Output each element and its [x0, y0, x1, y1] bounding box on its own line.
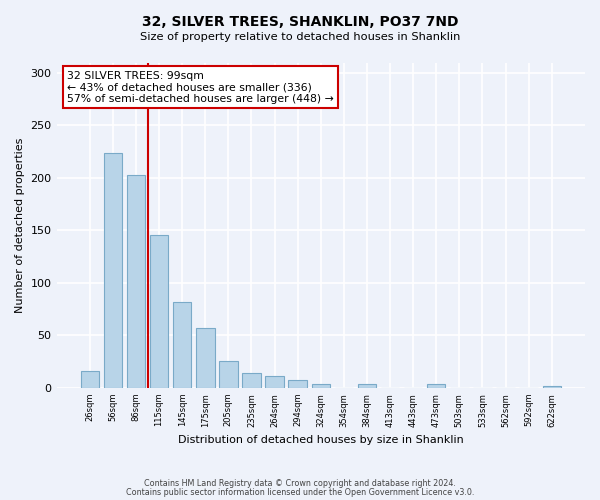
Bar	[265, 376, 284, 388]
Bar	[104, 153, 122, 388]
Bar	[80, 371, 99, 388]
Bar	[219, 360, 238, 388]
Bar	[542, 386, 561, 388]
X-axis label: Distribution of detached houses by size in Shanklin: Distribution of detached houses by size …	[178, 435, 464, 445]
Text: 32, SILVER TREES, SHANKLIN, PO37 7ND: 32, SILVER TREES, SHANKLIN, PO37 7ND	[142, 15, 458, 29]
Bar	[196, 328, 215, 388]
Bar	[311, 384, 330, 388]
Text: 32 SILVER TREES: 99sqm
← 43% of detached houses are smaller (336)
57% of semi-de: 32 SILVER TREES: 99sqm ← 43% of detached…	[67, 70, 334, 104]
Bar	[127, 175, 145, 388]
Bar	[289, 380, 307, 388]
Y-axis label: Number of detached properties: Number of detached properties	[15, 138, 25, 313]
Bar	[358, 384, 376, 388]
Text: Contains public sector information licensed under the Open Government Licence v3: Contains public sector information licen…	[126, 488, 474, 497]
Text: Size of property relative to detached houses in Shanklin: Size of property relative to detached ho…	[140, 32, 460, 42]
Bar	[242, 373, 261, 388]
Bar	[427, 384, 445, 388]
Bar	[150, 234, 169, 388]
Bar	[173, 302, 191, 388]
Text: Contains HM Land Registry data © Crown copyright and database right 2024.: Contains HM Land Registry data © Crown c…	[144, 478, 456, 488]
